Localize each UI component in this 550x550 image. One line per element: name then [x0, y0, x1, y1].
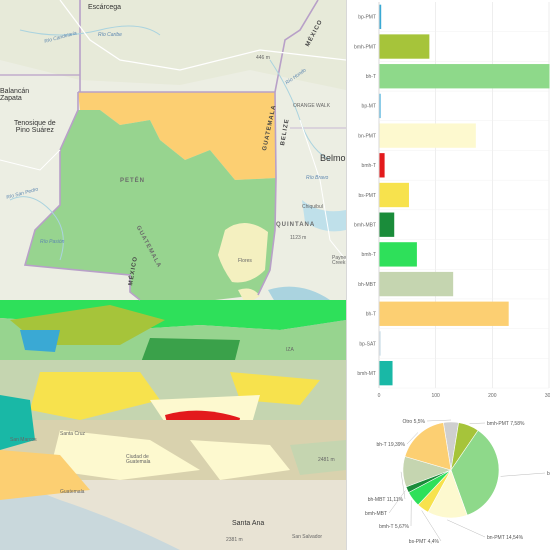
bar-mark[interactable]	[379, 242, 417, 267]
place-balancan: Balancán Zapata	[0, 88, 30, 102]
pie-slice-label: bh-MBT 11,11%	[368, 497, 404, 503]
pie-chart: Otro 5,5% bmh-PMT 7,58% bh-T bn-PMT 14,54% b…	[365, 419, 550, 545]
pie-leader-line	[447, 519, 486, 538]
x-tick-label: 0	[378, 393, 381, 399]
basemap	[0, 0, 346, 550]
x-tick-label: 300	[545, 393, 550, 399]
x-tick-label: 200	[488, 393, 497, 399]
pie-slice-label: Otro 5,5%	[402, 419, 425, 425]
place-orange-walk: ORANGE WALK	[293, 103, 331, 109]
pie-slice[interactable]	[404, 422, 452, 471]
river-pasion: Río Pasión	[40, 239, 65, 245]
pie-leader-line	[400, 471, 406, 500]
bar-mark[interactable]	[379, 64, 550, 89]
bar-mark[interactable]	[379, 360, 393, 386]
bar-category-label: bs-PMT	[359, 193, 377, 199]
pie-slice-label: bmh-T 5,67%	[379, 524, 409, 530]
pie-leader-line	[406, 432, 419, 445]
place-tenosique: Tenosique de Pino Suárez	[14, 120, 56, 134]
elevation-1123: 1123 m	[290, 235, 307, 241]
bar-mark[interactable]	[379, 93, 381, 119]
bar-mark[interactable]	[379, 182, 409, 208]
elevation-2481: 2481 m	[318, 457, 335, 463]
bar-category-label: bp-PMT	[358, 15, 376, 21]
bar-mark[interactable]	[379, 271, 454, 297]
pie-leader-line	[388, 490, 406, 514]
bar-category-label: bn-PMT	[358, 133, 376, 139]
place-santa-cruz: Santa Cruz	[60, 431, 86, 437]
pie-slice-label: bmh-MBT	[365, 511, 387, 517]
place-guatemala-dept: Guatemala	[60, 489, 85, 495]
pie-leader-line	[426, 419, 452, 422]
bar-category-label: bh-T	[366, 312, 376, 318]
place-belmopan: Belmo	[320, 153, 346, 163]
place-payne-creek: Payne's Creek	[332, 255, 346, 266]
pie-slice-label: bs-PMT 4,4%	[409, 539, 440, 545]
pie-slice-label: bn-PMT 14,54%	[487, 535, 524, 541]
bar-mark[interactable]	[379, 212, 395, 237]
pie-slice-label: bmh-PMT 7,58%	[487, 421, 525, 427]
bar-category-label: bp-MT	[362, 104, 376, 110]
bar-chart: 0 100 200 300 bp-PMT bmh-PMT bh-T bp-MT bn-PMT bm…	[354, 2, 550, 399]
elevation-446: 446 m	[256, 55, 270, 61]
bar-category-label: bmh-MT	[357, 371, 376, 377]
bar-category-label: bh-MBT	[358, 282, 376, 288]
bar-mark[interactable]	[379, 4, 382, 30]
bar-mark[interactable]	[379, 34, 430, 59]
place-san-marcos: San Marcos	[10, 437, 37, 443]
place-chiquibul: Chiquibul	[302, 204, 323, 210]
bar-mark[interactable]	[379, 123, 476, 148]
region-label-izabal: IZA	[286, 347, 294, 353]
place-guatemala-city: Ciudad de Guatemala	[126, 454, 151, 465]
river-bravo: Río Bravo	[306, 175, 329, 181]
place-san-salvador: San Salvador	[292, 534, 323, 540]
bar-mark[interactable]	[379, 153, 385, 178]
region-label-quintana: QUINTANA	[276, 222, 316, 228]
place-santa-ana: Santa Ana	[232, 520, 265, 527]
place-flores: Flores	[238, 258, 252, 264]
bar-category-label: bmh-T	[362, 163, 376, 169]
pie-leader-line	[500, 472, 546, 477]
elevation-2381: 2381 m	[226, 537, 243, 543]
region-label-peten: PETÉN	[120, 178, 146, 184]
bar-mark[interactable]	[379, 331, 381, 356]
map-panel[interactable]: Escárcega Balancán Zapata Tenosique de P…	[0, 0, 346, 550]
bar-category-label: bmh-PMT	[354, 44, 376, 50]
pie-leader-line	[469, 422, 486, 424]
bar-category-label: bmh-MBT	[354, 222, 376, 228]
bar-category-label: bp-SAT	[359, 341, 376, 347]
chart-panel: 0 100 200 300 bp-PMT bmh-PMT bh-T bp-MT bn-PMT bm…	[346, 0, 550, 550]
river-caribe: Río Caribe	[98, 32, 122, 38]
x-tick-label: 100	[431, 393, 440, 399]
place-escarcega: Escárcega	[88, 4, 122, 11]
pie-leader-line	[421, 510, 442, 542]
bar-category-label: bh-T	[366, 74, 376, 80]
bar-mark[interactable]	[379, 301, 509, 326]
pie-slice-label: bh-T 19,39%	[376, 442, 405, 448]
pie-slice-label: bh-T	[547, 471, 550, 477]
pie-slice[interactable]	[450, 429, 500, 516]
bar-category-label: bmh-T	[362, 252, 376, 258]
